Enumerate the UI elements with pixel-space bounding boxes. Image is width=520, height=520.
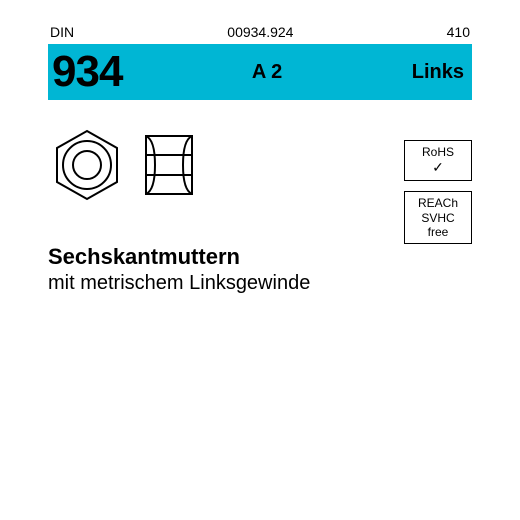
badge-line: free xyxy=(409,225,467,239)
badge-line: SVHC xyxy=(409,211,467,225)
check-icon: ✓ xyxy=(409,159,467,176)
rohs-badge: RoHS ✓ xyxy=(404,140,472,181)
product-subtitle: mit metrischem Linksgewinde xyxy=(48,272,472,295)
header-right: 410 xyxy=(447,24,470,40)
header-left: DIN xyxy=(50,24,74,40)
din-number: 934 xyxy=(52,47,122,97)
color-strip: 934 A 2 Links xyxy=(48,44,472,100)
reach-badge: REACh SVHC free xyxy=(404,191,472,244)
hex-nut-side-icon xyxy=(140,126,198,204)
badge-line: REACh xyxy=(409,196,467,210)
badge-line: RoHS xyxy=(409,145,467,159)
header-center: 00934.924 xyxy=(227,24,293,40)
header-row: DIN 00934.924 410 xyxy=(48,24,472,42)
thread-direction: Links xyxy=(412,61,464,84)
compliance-badges: RoHS ✓ REACh SVHC free xyxy=(404,140,472,244)
product-titles: Sechskantmuttern mit metrischem Linksgew… xyxy=(48,244,472,295)
product-title: Sechskantmuttern xyxy=(48,244,472,270)
product-card: DIN 00934.924 410 934 A 2 Links xyxy=(0,0,520,520)
material-grade: A 2 xyxy=(252,61,282,84)
hex-nut-top-icon xyxy=(48,126,126,204)
